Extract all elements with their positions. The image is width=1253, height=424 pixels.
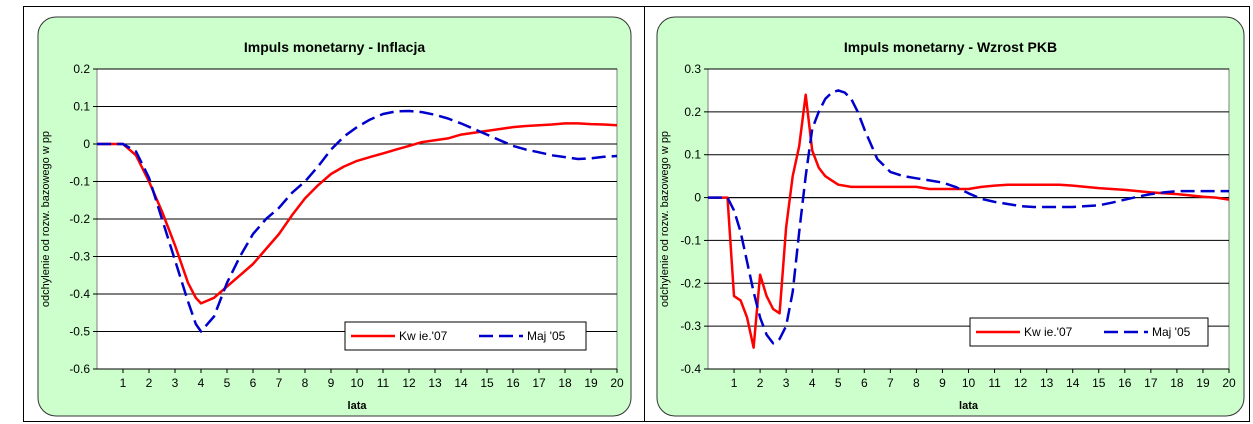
x-tick-label: 15	[1092, 376, 1106, 390]
chart-gdp-svg: Impuls monetarny - Wzrost PKB 0.3 0.2 0.1 0 -…	[656, 16, 1245, 417]
y-tick-label: -0.1	[680, 233, 701, 247]
x-tick-label: 15	[480, 376, 494, 390]
legend-label: Maj '05	[1152, 325, 1191, 339]
y-tick-label: -0.4	[680, 362, 701, 376]
x-tick-label: 12	[1014, 376, 1028, 390]
x-tick-label: 2	[146, 376, 153, 390]
y-tick-label: 0	[83, 137, 90, 151]
x-axis-label: lata	[959, 400, 979, 412]
x-tick-label: 16	[1118, 376, 1132, 390]
y-axis-label: odchylenie od rozw. bazowego w pp	[40, 131, 52, 307]
legend-label: Maj '05	[527, 329, 566, 343]
y-tick-label: 0.2	[684, 105, 701, 119]
x-tick-label: 14	[1066, 376, 1080, 390]
x-tick-label: 7	[276, 376, 283, 390]
y-tick-label: -0.2	[69, 212, 90, 226]
x-tick-label: 17	[1144, 376, 1158, 390]
y-tick-label: -0.2	[680, 276, 701, 290]
x-tick-label: 18	[1170, 376, 1184, 390]
x-tick-label: 20	[1222, 376, 1236, 390]
y-tick-label: -0.5	[69, 325, 90, 339]
x-tick-label: 4	[198, 376, 205, 390]
x-tick-label: 10	[962, 376, 976, 390]
x-tick-label: 12	[402, 376, 416, 390]
x-tick-label: 16	[506, 376, 520, 390]
y-tick-label: -0.1	[69, 175, 90, 189]
x-tick-label: 9	[328, 376, 335, 390]
x-tick-label: 17	[532, 376, 546, 390]
chart-title: Impuls monetarny - Wzrost PKB	[844, 39, 1057, 55]
y-tick-label: 0	[694, 191, 701, 205]
figure-divider	[644, 6, 645, 422]
x-axis-label: lata	[348, 400, 368, 412]
chart-gdp: Impuls monetarny - Wzrost PKB 0.3 0.2 0.1 0 -…	[656, 16, 1245, 418]
series-line-kwie07	[97, 122, 618, 305]
x-tick-label: 13	[428, 376, 442, 390]
x-tick-label: 8	[913, 376, 920, 390]
legend-label: Kw ie.'07	[1024, 325, 1073, 339]
y-tick-label: -0.4	[69, 287, 90, 301]
legend-label: Kw ie.'07	[399, 329, 448, 343]
x-tick-label: 5	[835, 376, 842, 390]
x-tick-label: 10	[350, 376, 364, 390]
x-tick-label: 4	[809, 376, 816, 390]
y-tick-label: 0.2	[73, 62, 90, 76]
x-tick-label: 6	[250, 376, 257, 390]
x-tick-label: 5	[224, 376, 231, 390]
x-tick-label: 7	[887, 376, 894, 390]
y-tick-label: 0.1	[684, 148, 701, 162]
x-tick-label: 3	[783, 376, 790, 390]
x-tick-label: 11	[988, 376, 1001, 390]
chart-title: Impuls monetarny - Inflacja	[244, 39, 425, 55]
series-line-kwie07	[708, 93, 1230, 349]
x-tick-label: 13	[1040, 376, 1054, 390]
x-tick-label: 11	[377, 376, 390, 390]
x-tick-label: 18	[558, 376, 572, 390]
x-tick-label: 19	[584, 376, 598, 390]
y-axis-label: odchylenie od rozw. bazowego w pp	[659, 131, 671, 307]
y-tick-label: 0.3	[684, 62, 701, 76]
x-tick-label: 1	[731, 376, 738, 390]
y-tick-label: -0.6	[69, 362, 90, 376]
x-tick-label: 20	[610, 376, 624, 390]
x-tick-label: 2	[757, 376, 764, 390]
chart-inflation-svg: Impuls monetarny - Inflacja 0.2 0.1 0 -0.1 -0…	[37, 16, 632, 417]
y-tick-label: -0.3	[680, 319, 701, 333]
x-tick-label: 19	[1196, 376, 1210, 390]
chart-inflation: Impuls monetarny - Inflacja 0.2 0.1 0 -0.1 -0…	[37, 16, 632, 418]
x-tick-label: 9	[939, 376, 946, 390]
x-tick-label: 8	[302, 376, 309, 390]
y-tick-label: 0.1	[73, 100, 90, 114]
series-line-maj05	[97, 109, 618, 333]
y-tick-label: -0.3	[69, 250, 90, 264]
x-tick-label: 1	[120, 376, 127, 390]
x-tick-label: 14	[454, 376, 468, 390]
x-tick-label: 3	[172, 376, 179, 390]
x-tick-label: 6	[861, 376, 868, 390]
figure-frame	[23, 6, 1250, 422]
